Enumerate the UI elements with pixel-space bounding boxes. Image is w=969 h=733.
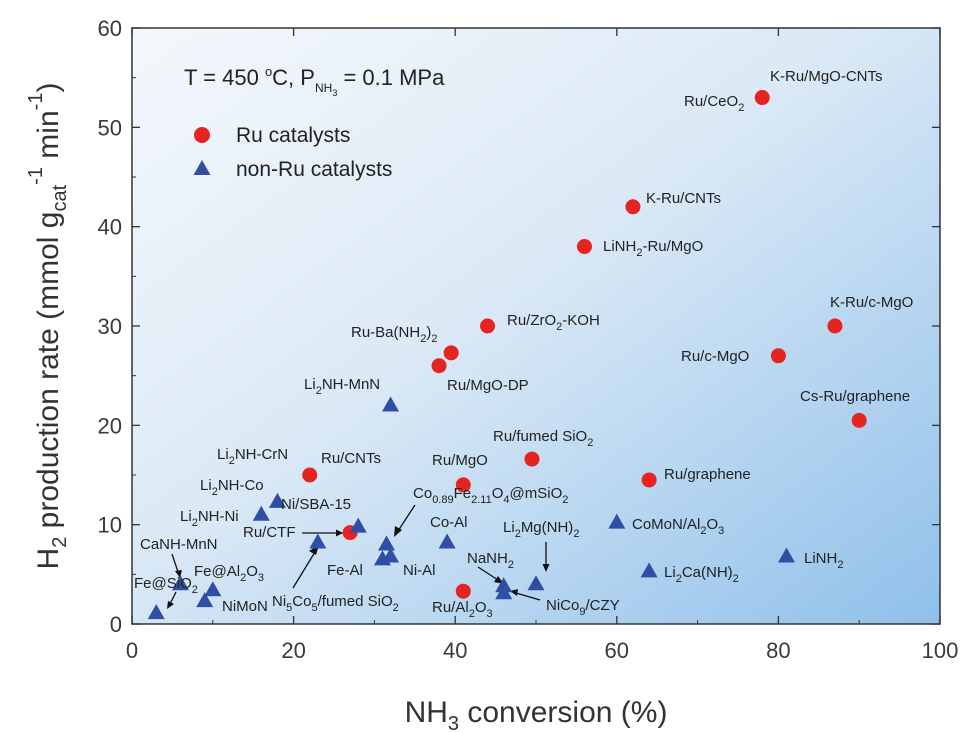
point-ru-fumed-sio2 [524,451,540,467]
arrow-ni5co5 [292,551,316,589]
label-ru-al2o3: Ru/Al2O3 [432,599,493,620]
label-ru-mgo-dp: Ru/MgO-DP [447,377,529,394]
y-tick-label: 30 [98,314,122,339]
legend-marker-ru [194,127,210,143]
label-nimon: NiMoN [222,598,268,615]
point-fe-sio2 [147,604,165,620]
label-ni-sba-15: Ni/SBA-15 [281,496,351,513]
label-linh2: LiNH2 [804,550,843,571]
label-k-ru-cnts: K-Ru/CNTs [646,190,721,207]
label-k-ru-mgo-cnts: K-Ru/MgO-CNTs [770,68,883,85]
data-points [147,90,867,620]
point-cs-ru-graphene [851,412,867,428]
plot-background [132,28,940,624]
point-ru-al2o3 [455,583,471,599]
label-canh-mnn: CaNH-MnN [140,536,218,553]
x-axis-title: NH3 conversion (%) [405,696,668,733]
label-ru-ba-nh2-2: Ru-Ba(NH2)2 [351,324,437,345]
legend-label-non-ru: non-Ru catalysts [236,158,392,181]
label-ru-cnts: Ru/CNTs [321,450,381,467]
y-tick-label: 10 [98,513,122,538]
label-li2nh-mnn: Li2NH-MnN [304,376,380,397]
label-linh2-ru-mgo: LiNH2-Ru/MgO [603,238,703,259]
y-tick-label: 40 [98,215,122,240]
label-li2ca-nh2: Li2Ca(NH)2 [664,564,739,585]
point-labels: Ru/CeO2 K-Ru/MgO-CNTs K-Ru/CNTs LiNH2-Ru… [134,68,913,620]
point-ni-al [382,547,400,563]
label-ru-mgo: Ru/MgO [432,452,488,469]
point-ru-mgo-dp [431,358,447,374]
y-tick-label: 20 [98,413,122,438]
x-tick-label: 80 [766,638,790,663]
label-cs-ru-graphene: Cs-Ru/graphene [800,388,910,405]
label-co-al: Co-Al [430,514,468,531]
point-ru-graphene [641,472,657,488]
label-nico9-czy: NiCo9/CZY [546,597,620,618]
point-ru-c-mgo [770,348,786,364]
arrow-canh-mnn [171,553,179,573]
arrow-co-fe-msio2 [397,504,416,532]
label-ru-ceo2: Ru/CeO2 [684,93,744,114]
arrow-nanh2 [477,566,499,581]
label-ru-c-mgo: Ru/c-MgO [681,348,749,365]
label-fe-al2o3: Fe@Al2O3 [194,563,264,584]
x-tick-label: 60 [605,638,629,663]
point-linh2 [777,547,795,563]
x-tick-label: 100 [922,638,959,663]
point-fe-al2o3 [204,581,222,597]
label-ru-ctf: Ru/CTF [243,524,296,541]
point-k-ru-c-mgo [827,318,843,334]
y-tick-label: 50 [98,115,122,140]
point-co0-89fe2-11o4-msio2 [378,535,396,551]
label-ni5co5: Ni5Co5/fumed SiO2 [272,593,399,614]
plot-frame [131,27,941,625]
x-tick-label: 20 [281,638,305,663]
y-tick-label: 0 [110,612,122,637]
y-tick-label: 60 [98,16,122,41]
label-k-ru-c-mgo: K-Ru/c-MgO [830,294,913,311]
y-axis-title: H2 production rate (mmol gcat-1 min-1) [25,83,71,570]
point-canh-mnn [171,575,189,591]
x-tick-label: 40 [443,638,467,663]
point-k-ru-cnts [625,199,641,215]
label-fe-al: Fe-Al [327,562,363,579]
label-ru-zro2-koh: Ru/ZrO2-KOH [507,312,600,333]
point-ru-mgo [455,477,471,493]
point-co-al [438,533,456,549]
arrow-nico9 [515,592,541,601]
point-li2nh-mnn [382,396,400,412]
label-nanh2: NaNH2 [467,550,514,571]
legend: Ru catalysts non-Ru catalysts [193,124,392,181]
label-ni-al: Ni-Al [403,562,436,579]
point-nico9-czy [495,584,513,600]
legend-marker-non-ru [193,160,211,175]
label-ru-graphene: Ru/graphene [664,466,751,483]
label-li2mg-nh2: Li2Mg(NH)2 [503,519,579,540]
x-tick-label: 0 [126,638,138,663]
label-ru-fumed-sio2: Ru/fumed SiO2 [493,428,593,449]
legend-label-ru: Ru catalysts [236,124,350,147]
point-linh2-ru-mgo [576,239,592,255]
label-li2nh-crn: Li2NH-CrN [217,446,288,467]
point-li2ca-nh-2 [640,562,658,578]
point-li2nh-co [268,492,286,508]
arrow-fe-sio2 [169,591,177,605]
point-li2mg-nh-2 [527,575,545,591]
label-fe-sio2: Fe@SiO2 [134,575,198,596]
point-comon-al2o3 [608,513,626,529]
point-ru-ba-nh2-2 [443,345,459,361]
point-li2nh-ni [252,505,270,521]
point-ru-zro2-koh [480,318,496,334]
tick-labels: 0 20 40 60 80 100 0 10 20 30 40 50 60 [98,16,959,663]
point-ni-sba-15 [349,517,367,533]
point-ni5co5-fumed-sio2 [309,533,327,549]
point-ru-ceo2 [754,90,770,106]
point-nimon [196,592,214,608]
point-ru-cnts [302,467,318,483]
